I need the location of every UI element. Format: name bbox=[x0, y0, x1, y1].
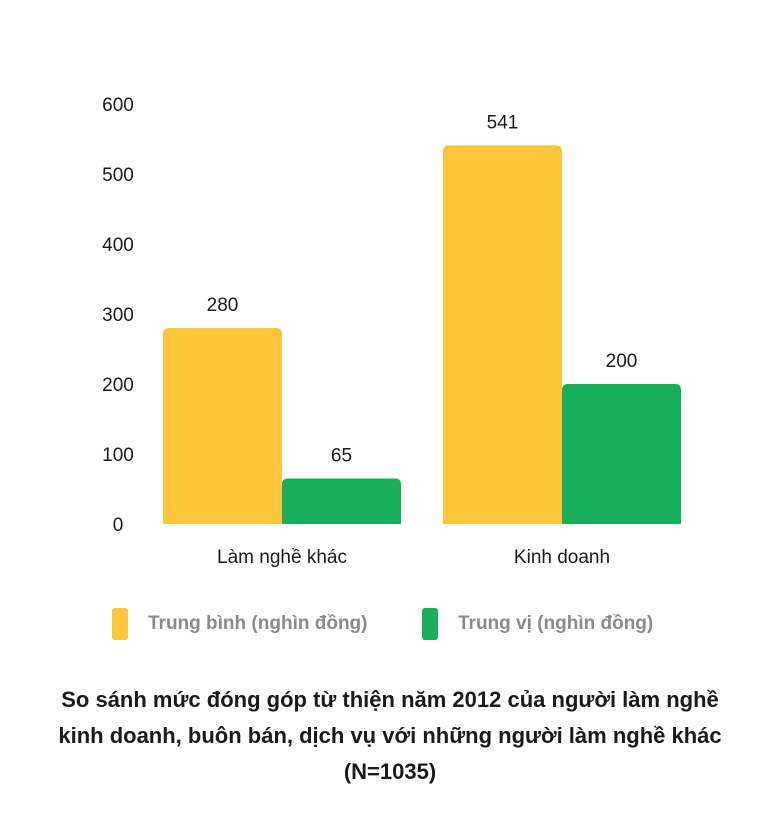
y-tick-label-500: 500 bbox=[102, 165, 134, 186]
legend-swatch-median bbox=[422, 608, 438, 640]
data-label-0-1: 65 bbox=[331, 446, 352, 467]
bar-0-1 bbox=[282, 478, 401, 524]
y-tick-label-100: 100 bbox=[102, 445, 134, 466]
y-tick-label-200: 200 bbox=[102, 375, 134, 396]
legend-label-mean: Trung bình (nghìn đồng) bbox=[148, 613, 368, 634]
data-label-0-0: 280 bbox=[207, 295, 239, 316]
data-label-1-1: 200 bbox=[606, 351, 638, 372]
y-tick-label-300: 300 bbox=[102, 305, 134, 326]
x-category-label-1: Kinh doanh bbox=[514, 547, 610, 568]
legend: Trung bình (nghìn đồng) Trung vị (nghìn … bbox=[0, 606, 780, 646]
legend-swatch-mean bbox=[112, 608, 128, 640]
bar-0-0 bbox=[163, 328, 282, 524]
legend-label-median: Trung vị (nghìn đồng) bbox=[458, 613, 654, 634]
bar-1-1 bbox=[562, 384, 681, 524]
x-category-label-0: Làm nghề khác bbox=[217, 547, 347, 568]
bar-chart: 0 100 200 300 400 500 600 280 65 Làm nghề khác 541… bbox=[102, 95, 681, 568]
y-tick-label-0: 0 bbox=[113, 515, 124, 536]
data-label-1-0: 541 bbox=[487, 112, 519, 133]
chart-title: So sánh mức đóng góp từ thiện năm 2012 c… bbox=[58, 687, 722, 784]
y-tick-label-600: 600 bbox=[102, 95, 134, 116]
bar-1-0 bbox=[443, 145, 562, 525]
y-tick-label-400: 400 bbox=[102, 235, 134, 256]
